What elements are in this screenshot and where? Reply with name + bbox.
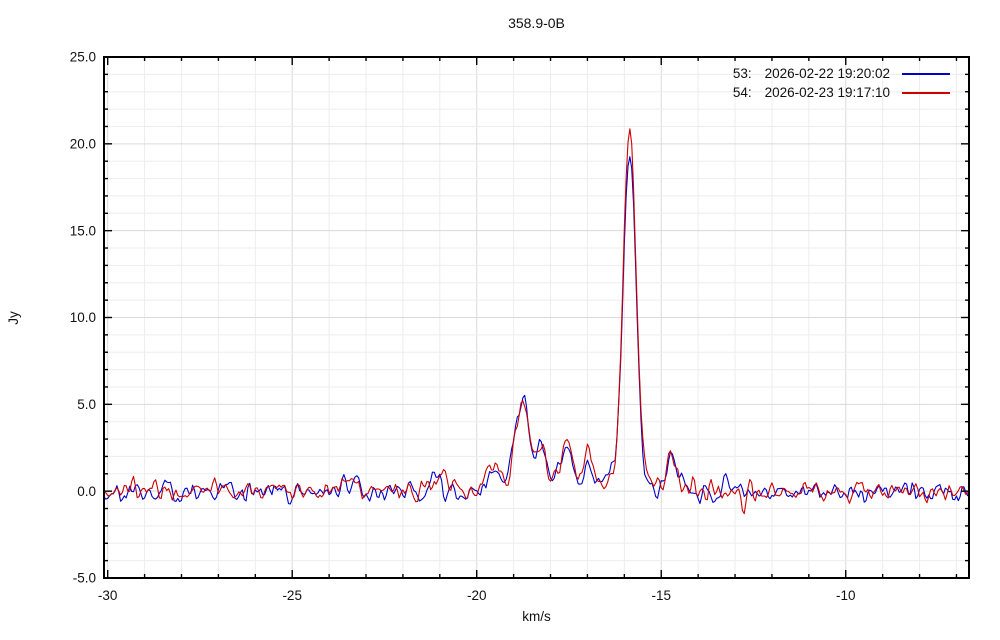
y-tick-label: 0.0 xyxy=(77,484,96,499)
plot-border xyxy=(103,56,970,579)
chart-title: 358.9-0B xyxy=(508,15,565,31)
legend-line-sample-blue xyxy=(902,72,950,75)
y-tick-label: 15.0 xyxy=(70,223,96,238)
legend-series-id: 54: xyxy=(732,85,752,100)
legend-series-id: 53: xyxy=(732,66,752,81)
grid xyxy=(104,56,969,579)
legend-series-timestamp: 2026-02-23 19:17:10 xyxy=(764,85,890,100)
series-line-54 xyxy=(104,128,969,515)
tick-labels: -30 -25 -20 -15 -10 -5.0 0.0 5.0 10.0 15.0 20.0 25.… xyxy=(70,50,856,603)
legend-entry-53: 53: 2026-02-22 19:20:02 xyxy=(733,64,950,83)
y-tick-label: 5.0 xyxy=(77,397,96,412)
x-tick-label: -15 xyxy=(651,588,671,603)
y-tick-label: 20.0 xyxy=(70,137,96,152)
legend: 53: 2026-02-22 19:20:02 54: 2026-02-23 1… xyxy=(733,64,950,102)
series-lines xyxy=(104,128,969,515)
x-tick-label: -10 xyxy=(836,588,856,603)
x-tick-label: -30 xyxy=(98,588,118,603)
legend-entry-54: 54: 2026-02-23 19:17:10 xyxy=(733,83,950,102)
legend-line-sample-red xyxy=(902,91,950,94)
legend-series-timestamp: 2026-02-22 19:20:02 xyxy=(764,66,890,81)
y-tick-label: 10.0 xyxy=(70,310,96,325)
y-tick-label: -5.0 xyxy=(73,571,96,586)
series-line-53 xyxy=(104,156,969,505)
x-axis-label: km/s xyxy=(522,609,551,624)
x-tick-label: -25 xyxy=(282,588,302,603)
y-tick-label: 25.0 xyxy=(70,50,96,65)
x-tick-label: -20 xyxy=(467,588,487,603)
